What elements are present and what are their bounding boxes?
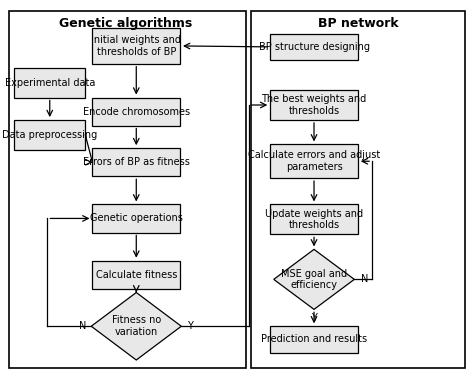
Bar [92, 261, 180, 289]
Bar [14, 120, 85, 150]
Bar [92, 28, 180, 64]
Text: The best weights and
thresholds: The best weights and thresholds [261, 94, 367, 116]
Polygon shape [274, 249, 354, 309]
Text: Genetic algorithms: Genetic algorithms [59, 17, 192, 30]
Text: Encode chromosomes: Encode chromosomes [82, 106, 190, 117]
Text: Initial weights and
thresholds of BP: Initial weights and thresholds of BP [91, 35, 181, 57]
Bar [270, 90, 358, 120]
Text: Errors of BP as fitness: Errors of BP as fitness [83, 157, 190, 167]
Text: Data preprocessing: Data preprocessing [2, 130, 97, 140]
Bar [92, 98, 180, 126]
Text: Calculate errors and adjust
parameters: Calculate errors and adjust parameters [248, 150, 380, 172]
Bar [14, 68, 85, 98]
Bar [270, 34, 358, 60]
Bar [9, 11, 246, 368]
Text: MSE goal and
efficiency: MSE goal and efficiency [281, 268, 347, 290]
Text: BP network: BP network [318, 17, 398, 30]
Text: Calculate fitness: Calculate fitness [96, 270, 177, 280]
Bar [251, 11, 465, 368]
Polygon shape [91, 292, 181, 360]
Text: N: N [79, 321, 86, 331]
Bar [92, 204, 180, 232]
Text: Experimental data: Experimental data [5, 78, 95, 87]
Text: BP structure designing: BP structure designing [258, 42, 370, 52]
Text: Y: Y [311, 313, 317, 322]
Text: Fitness no
variation: Fitness no variation [112, 315, 161, 337]
Text: Prediction and results: Prediction and results [261, 334, 367, 344]
Bar [270, 144, 358, 178]
Text: N: N [361, 274, 368, 284]
Bar [92, 148, 180, 176]
Bar [270, 326, 358, 352]
Text: Y: Y [187, 321, 193, 331]
Bar [270, 204, 358, 234]
Text: Update weights and
thresholds: Update weights and thresholds [265, 209, 363, 230]
Text: Genetic operations: Genetic operations [90, 213, 182, 223]
